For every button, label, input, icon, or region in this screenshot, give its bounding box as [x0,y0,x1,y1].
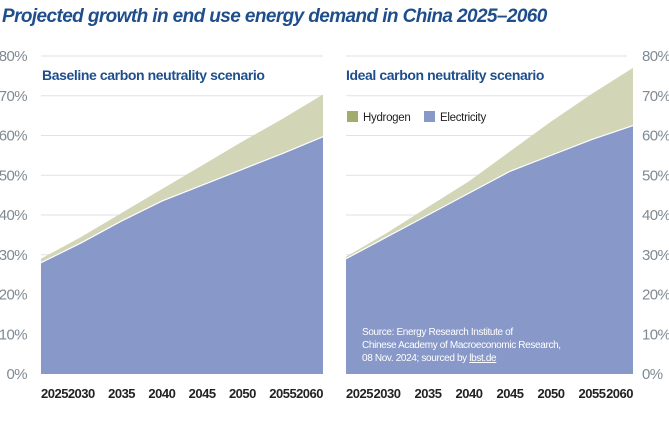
panel-title: Baseline carbon neutrality scenario [42,67,265,83]
panel-title: Ideal carbon neutrality scenario [346,67,544,83]
y-tick-label: 70% [0,88,27,105]
source-note: Source: Energy Research Institute of Chin… [362,327,561,364]
y-tick-label: 70% [642,88,669,105]
x-tick-label: 2055 [269,386,296,401]
x-tick-label: 2060 [296,386,323,401]
chart-title: Projected growth in end use energy deman… [2,6,547,27]
y-tick-label: 60% [0,128,27,145]
y-tick-label: 30% [0,247,27,264]
source-link[interactable]: lbst.de [469,353,497,364]
source-line-3-prefix: 08 Nov. 2024; sourced by [362,353,469,364]
x-tick-label: 2050 [538,386,565,401]
x-tick-label: 2055 [579,386,606,401]
y-tick-label: 20% [0,287,27,304]
y-tick-label: 50% [642,167,669,184]
x-tick-label: 2060 [606,386,633,401]
y-tick-label: 20% [642,287,669,304]
legend-item: Hydrogen [347,111,411,124]
source-line-3: 08 Nov. 2024; sourced by lbst.de [362,353,497,364]
electricity-area [41,136,323,374]
x-tick-label: 2025 [41,386,68,401]
x-tick-label: 2045 [189,386,216,401]
x-tick-label: 2030 [374,386,401,401]
x-tick-label: 2040 [456,386,483,401]
legend-swatch [347,111,358,122]
legend-swatch [424,111,435,122]
panel-ideal: 0% 10% 20% 30% 40% 50% 60% 70% 80% 2025 2030 2035 20… [345,48,669,401]
y-tick-label: 10% [642,326,669,343]
source-line-1: Source: Energy Research Institute of [362,327,513,338]
y-tick-label: 60% [642,128,669,145]
y-tick-label: 80% [0,48,27,65]
electricity-area [346,125,633,374]
x-tick-label: 2035 [415,386,442,401]
x-tick-label: 2035 [108,386,135,401]
electricity-boundary-line [40,136,324,264]
source-line-2: Chinese Academy of Macroeconomic Researc… [362,340,561,351]
hydrogen-area [346,67,633,259]
hydrogen-area [41,94,323,263]
legend-label: Electricity [440,112,486,124]
y-tick-label: 0% [7,366,28,383]
x-tick-label: 2045 [497,386,524,401]
x-tick-label: 2050 [229,386,256,401]
y-tick-label: 80% [642,48,669,65]
y-tick-label: 40% [0,207,27,224]
x-tick-label: 2040 [148,386,175,401]
x-tick-label: 2030 [68,386,95,401]
y-tick-label: 30% [642,247,669,264]
y-tick-label: 10% [0,326,27,343]
electricity-boundary-line [345,124,634,260]
y-tick-label: 50% [0,167,27,184]
legend-label: Hydrogen [363,112,410,124]
y-tick-label: 0% [642,366,663,383]
x-tick-label: 2025 [346,386,373,401]
y-tick-label: 40% [642,207,669,224]
panel-baseline: 0% 10% 20% 30% 40% 50% 60% 70% 80% 2025 2030 2035 20… [0,48,324,401]
legend-item: Electricity [424,111,487,124]
